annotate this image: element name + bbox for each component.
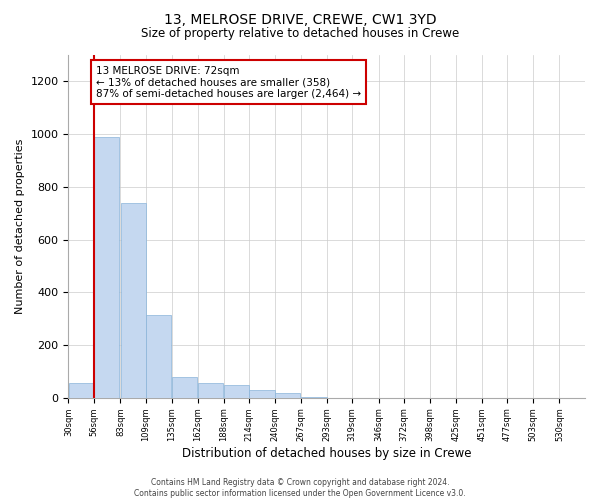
Bar bbox=[172, 376, 197, 398]
Bar bbox=[198, 382, 223, 398]
Bar bbox=[275, 393, 300, 398]
Bar bbox=[301, 396, 326, 398]
Bar bbox=[68, 383, 94, 398]
Bar bbox=[224, 385, 249, 398]
Text: Contains HM Land Registry data © Crown copyright and database right 2024.
Contai: Contains HM Land Registry data © Crown c… bbox=[134, 478, 466, 498]
Bar bbox=[249, 390, 275, 398]
Text: 13 MELROSE DRIVE: 72sqm
← 13% of detached houses are smaller (358)
87% of semi-d: 13 MELROSE DRIVE: 72sqm ← 13% of detache… bbox=[96, 66, 361, 98]
X-axis label: Distribution of detached houses by size in Crewe: Distribution of detached houses by size … bbox=[182, 447, 472, 460]
Bar bbox=[94, 137, 119, 398]
Text: Size of property relative to detached houses in Crewe: Size of property relative to detached ho… bbox=[141, 28, 459, 40]
Text: 13, MELROSE DRIVE, CREWE, CW1 3YD: 13, MELROSE DRIVE, CREWE, CW1 3YD bbox=[164, 12, 436, 26]
Bar bbox=[121, 202, 146, 398]
Bar bbox=[146, 315, 172, 398]
Y-axis label: Number of detached properties: Number of detached properties bbox=[15, 138, 25, 314]
